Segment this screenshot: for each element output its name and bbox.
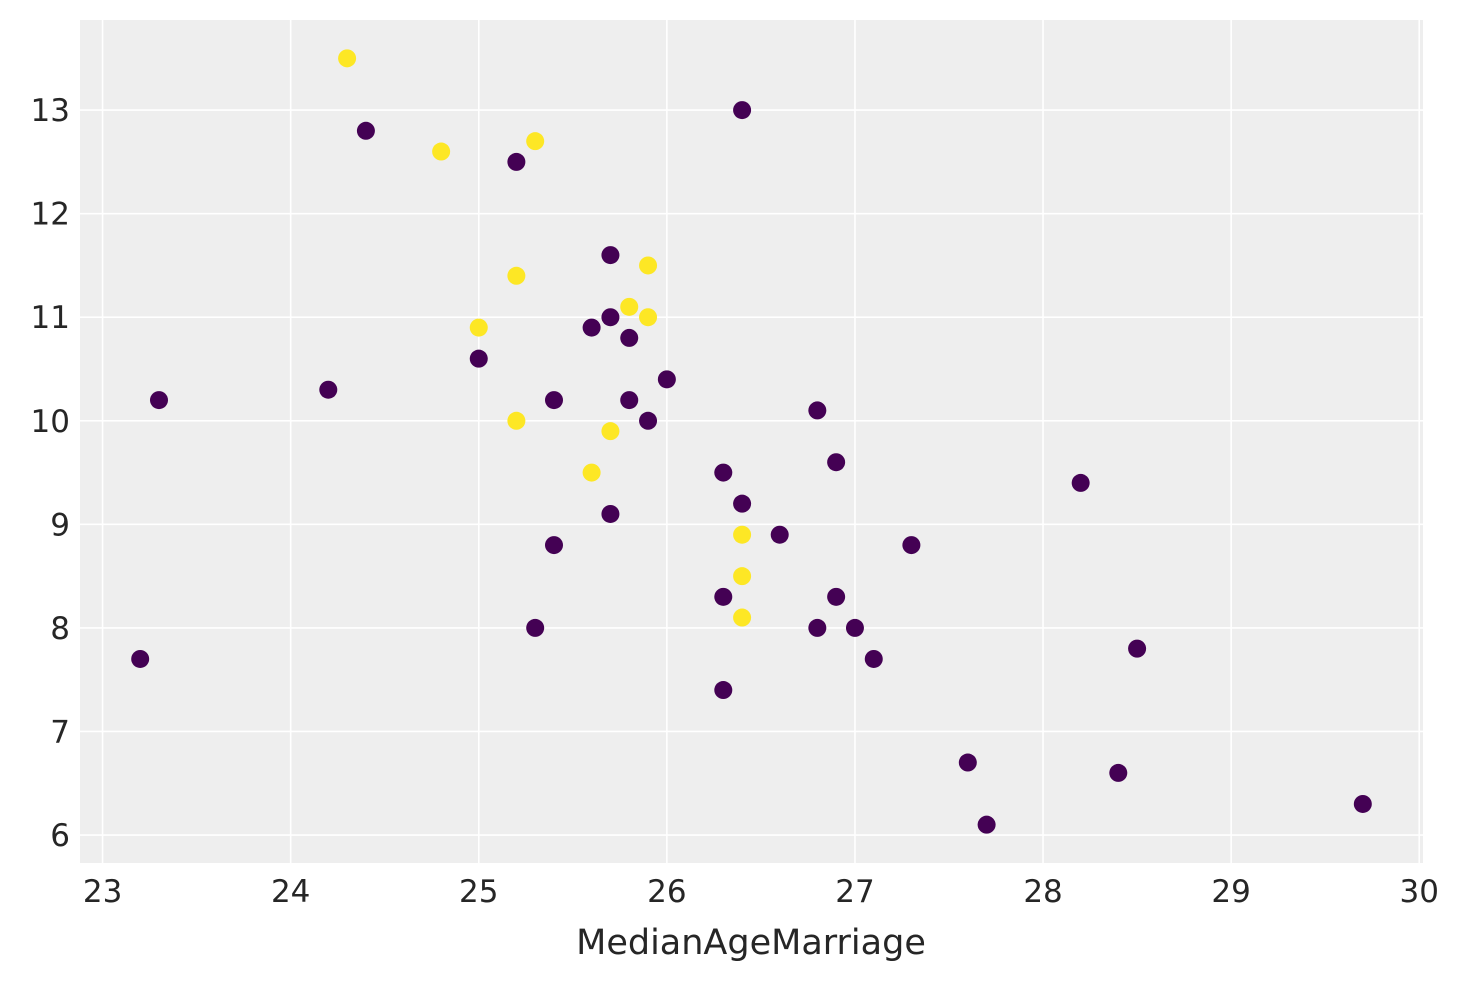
y-tick-label: 7 [50, 714, 70, 750]
data-point [657, 370, 676, 389]
data-point [469, 349, 488, 368]
data-point [338, 49, 357, 68]
data-point [601, 504, 620, 523]
x-tick-labels: 23 24 25 26 27 28 29 30 [83, 874, 1439, 910]
data-point [845, 618, 864, 637]
x-tick-label: 27 [835, 874, 874, 910]
data-point [733, 525, 752, 544]
data-point [714, 463, 733, 482]
data-point [545, 391, 563, 410]
data-point [714, 681, 733, 700]
x-tick-label: 25 [459, 874, 498, 910]
y-tick-label: 8 [50, 611, 70, 647]
y-tick-label: 10 [31, 404, 70, 440]
data-point [601, 422, 620, 441]
y-tick-label: 12 [31, 197, 70, 233]
x-tick-label: 30 [1400, 874, 1439, 910]
data-point [319, 380, 338, 399]
grid [80, 20, 1423, 863]
plot-area [80, 20, 1423, 863]
data-point [150, 391, 168, 410]
data-point [827, 587, 846, 606]
data-point [714, 587, 733, 606]
data-point [977, 815, 996, 834]
data-point [582, 318, 601, 337]
data-point [526, 132, 545, 151]
data-point [620, 297, 639, 316]
data-point [770, 525, 789, 544]
data-point [356, 121, 375, 140]
data-point [958, 753, 977, 772]
data-point [827, 453, 846, 472]
data-point [469, 318, 488, 337]
x-axis-label: MedianAgeMarriage [576, 923, 926, 963]
y-tick-labels: 6 7 8 9 10 11 12 13 [31, 93, 70, 854]
data-point [733, 608, 752, 627]
x-tick-label: 28 [1023, 874, 1062, 910]
y-tick-label: 13 [31, 93, 70, 129]
data-point [808, 401, 827, 420]
x-tick-label: 29 [1211, 874, 1250, 910]
data-point [733, 567, 752, 586]
data-points [131, 49, 1372, 834]
data-point [545, 536, 563, 555]
data-point [1353, 794, 1372, 813]
data-point [507, 152, 526, 171]
data-point [1071, 473, 1090, 492]
data-point [620, 328, 639, 347]
data-point [1109, 763, 1128, 782]
data-point [582, 463, 601, 482]
x-tick-label: 24 [271, 874, 310, 910]
data-point [432, 142, 451, 161]
data-point [507, 266, 526, 285]
data-point [1128, 639, 1147, 658]
y-tick-label: 9 [50, 507, 70, 543]
data-point [601, 246, 620, 265]
x-tick-label: 26 [647, 874, 686, 910]
data-point [507, 411, 526, 430]
x-tick-label: 23 [83, 874, 122, 910]
data-point [601, 308, 620, 327]
data-point [131, 649, 150, 668]
data-point [733, 494, 752, 513]
data-point [639, 308, 658, 327]
data-point [526, 618, 545, 637]
data-point [620, 391, 639, 410]
data-point [733, 101, 752, 120]
y-tick-label: 11 [31, 300, 70, 336]
data-point [808, 618, 827, 637]
data-point [864, 649, 883, 668]
y-tick-label: 6 [50, 818, 70, 854]
data-point [639, 256, 658, 275]
data-point [902, 536, 921, 555]
data-point [639, 411, 658, 430]
